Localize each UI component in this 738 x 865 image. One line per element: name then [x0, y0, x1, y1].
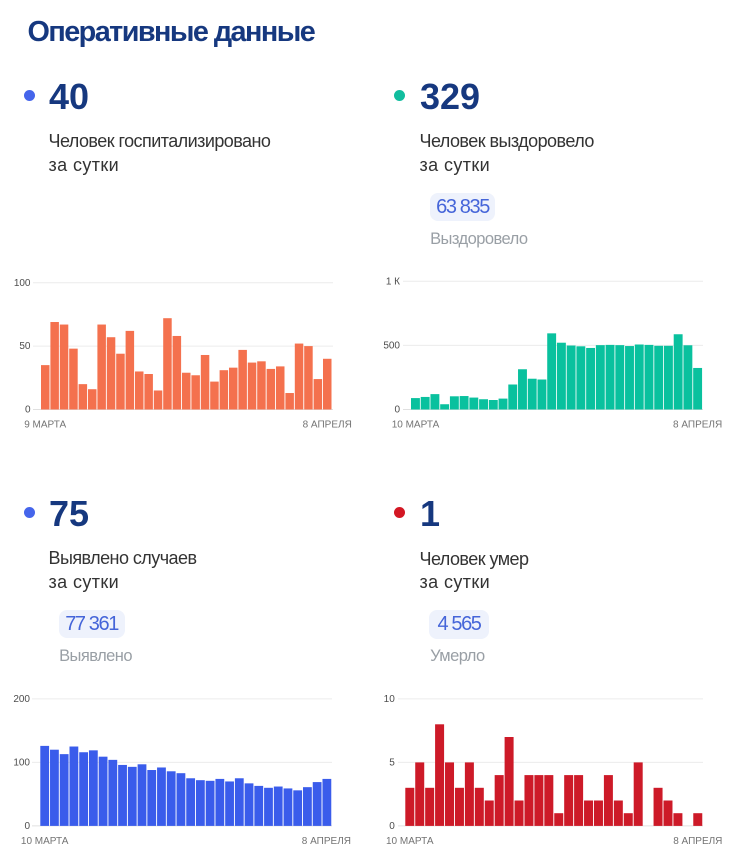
svg-text:200: 200	[13, 694, 30, 705]
svg-text:50: 50	[19, 341, 31, 352]
svg-text:10 МАРТА: 10 МАРТА	[386, 836, 434, 847]
svg-text:10 МАРТА: 10 МАРТА	[21, 836, 69, 847]
svg-text:0: 0	[394, 405, 400, 416]
svg-text:0: 0	[389, 821, 395, 832]
svg-text:500: 500	[383, 341, 400, 352]
svg-text:100: 100	[14, 278, 31, 289]
svg-text:0: 0	[24, 821, 30, 832]
svg-text:8 АПРЕЛЯ: 8 АПРЕЛЯ	[673, 836, 722, 847]
svg-text:1 К: 1 К	[386, 276, 400, 287]
svg-text:8 АПРЕЛЯ: 8 АПРЕЛЯ	[302, 836, 351, 847]
svg-text:10 МАРТА: 10 МАРТА	[392, 419, 440, 430]
svg-text:8 АПРЕЛЯ: 8 АПРЕЛЯ	[673, 419, 722, 430]
svg-text:10: 10	[384, 694, 396, 705]
svg-text:9 МАРТА: 9 МАРТА	[24, 419, 66, 430]
svg-text:100: 100	[13, 758, 30, 769]
svg-text:0: 0	[25, 405, 31, 416]
svg-text:5: 5	[389, 758, 395, 769]
svg-text:8 АПРЕЛЯ: 8 АПРЕЛЯ	[303, 419, 352, 430]
